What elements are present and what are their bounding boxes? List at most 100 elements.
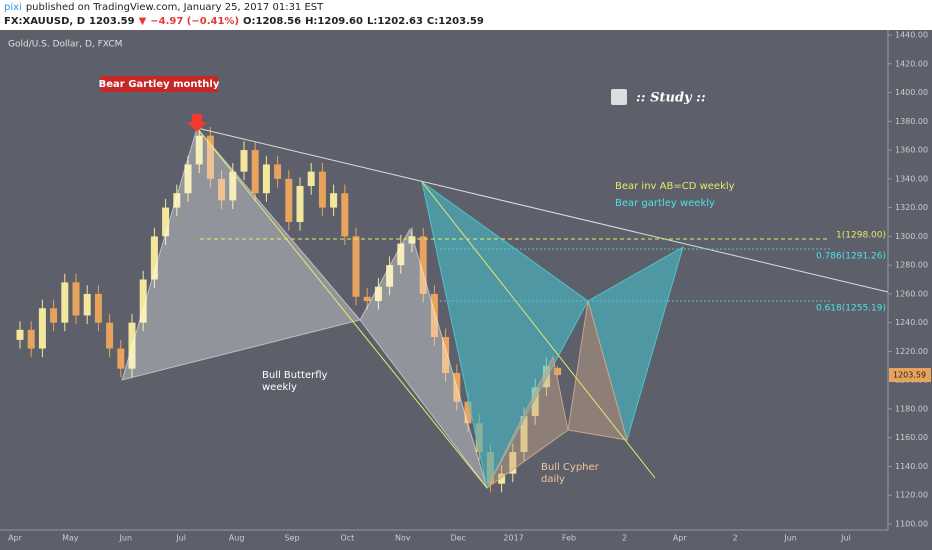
candle-body (184, 164, 192, 194)
candle-body (50, 308, 58, 323)
bull-butterfly (121, 126, 361, 381)
candle-body (498, 473, 506, 484)
y-tick-label: 1420.00 (895, 59, 928, 68)
last-price: 1203.59 (893, 371, 926, 380)
candle-body (83, 293, 91, 316)
y-tick-label: 1180.00 (895, 404, 928, 413)
candle-body (554, 367, 562, 376)
candle-body (229, 171, 237, 201)
candle-body (27, 329, 35, 349)
annotation: :: Study :: (636, 91, 706, 106)
candle-body (150, 236, 158, 280)
annotation: Bull Butterfly (262, 370, 328, 381)
trend-line (196, 127, 488, 489)
x-tick-label: Jun (783, 534, 797, 543)
quote-item: C:1203.59 (426, 16, 484, 27)
candle-body (374, 286, 382, 302)
candle-body (397, 243, 405, 266)
candle-body (240, 150, 248, 172)
x-tick-label: Jun (119, 534, 133, 543)
book-icon (611, 89, 627, 105)
y-tick-label: 1400.00 (895, 88, 928, 97)
candle-body (106, 322, 114, 349)
bull-cypher (567, 300, 628, 441)
annotation: daily (541, 474, 565, 485)
candle-body (464, 401, 472, 424)
time-axis-bg (0, 530, 888, 550)
author[interactable]: pixi (4, 2, 22, 13)
y-tick-label: 1160.00 (895, 433, 928, 442)
header: pixi published on TradingView.com, Januar… (0, 0, 932, 30)
candle-body (173, 193, 181, 208)
bull-cypher (486, 355, 569, 489)
candle-body (251, 150, 259, 194)
x-tick-label: Sep (284, 534, 299, 543)
patterns (100, 76, 889, 490)
x-tick-label: Aug (229, 534, 245, 543)
candle-body (341, 193, 349, 237)
quote-item: L:1202.63 (366, 16, 423, 27)
bull-butterfly (359, 227, 488, 489)
candle-body (274, 164, 282, 179)
candle-body (117, 348, 125, 369)
x-tick-label: 2 (733, 534, 738, 543)
y-tick-label: 1240.00 (895, 318, 928, 327)
y-tick-label: 1220.00 (895, 347, 928, 356)
x-tick-label: Apr (8, 534, 23, 543)
annotation: Bear inv AB=CD weekly (615, 181, 735, 192)
x-tick-label: Oct (340, 534, 354, 543)
y-tick-label: 1120.00 (895, 491, 928, 500)
candle-body (442, 337, 450, 373)
last-price-bg (889, 368, 931, 383)
candle-body (352, 236, 360, 297)
y-tick-label: 1100.00 (895, 520, 928, 529)
x-tick-label: May (62, 534, 79, 543)
x-tick-label: 2017 (503, 534, 523, 543)
quote: FX:XAUUSD, D 1203.59 ▼ −4.97 (−0.41%) O:1208… (4, 16, 488, 27)
candle-body (16, 329, 24, 340)
x-tick-label: Feb (562, 534, 576, 543)
candle-body (419, 236, 427, 294)
candle-body (318, 171, 326, 208)
annotation: Bear gartley weekly (615, 198, 715, 209)
chart: Gold/U.S. Dollar, D, FXCM Bear Gartley m… (0, 30, 932, 550)
published: published on TradingView.com, January 25… (25, 2, 324, 13)
y-tick-label: 1380.00 (895, 117, 928, 126)
x-tick-label: Nov (395, 534, 411, 543)
arrow (187, 114, 207, 132)
trend-line (421, 181, 656, 479)
y-tick-label: 1260.00 (895, 289, 928, 298)
fib-label: 0.618(1255.19) (816, 304, 886, 314)
candle-body (296, 186, 304, 222)
y-tick-label: 1440.00 (895, 31, 928, 40)
label-bg (100, 76, 218, 92)
candle-body (386, 265, 394, 287)
candle-body (162, 207, 170, 237)
trend-line (196, 127, 889, 293)
quote-item: −4.97 (−0.41%) (150, 16, 240, 27)
candle-body (285, 178, 293, 222)
candle-body (531, 387, 539, 417)
candle-body (408, 236, 416, 244)
annotation: weekly (262, 382, 297, 393)
y-tick-label: 1140.00 (895, 462, 928, 471)
y-tick-label: 1360.00 (895, 146, 928, 155)
candle-body (72, 282, 80, 316)
quote-item: 1203.59 (89, 16, 135, 27)
candle-body (520, 416, 528, 453)
candle-body (61, 282, 69, 323)
x-tick-label: Jul (175, 534, 186, 543)
candle-body (307, 171, 315, 187)
candle-body (94, 293, 102, 323)
y-tick-label: 1300.00 (895, 232, 928, 241)
candle-body (139, 279, 147, 323)
candle-body (262, 164, 270, 194)
annotation: Bull Cypher (541, 462, 600, 473)
candle-body (195, 135, 203, 165)
y-tick-label: 1340.00 (895, 174, 928, 183)
x-tick-label: Jul (840, 534, 851, 543)
candle-body (430, 293, 438, 338)
x-tick-label: Dec (450, 534, 465, 543)
candle-body (38, 308, 46, 349)
